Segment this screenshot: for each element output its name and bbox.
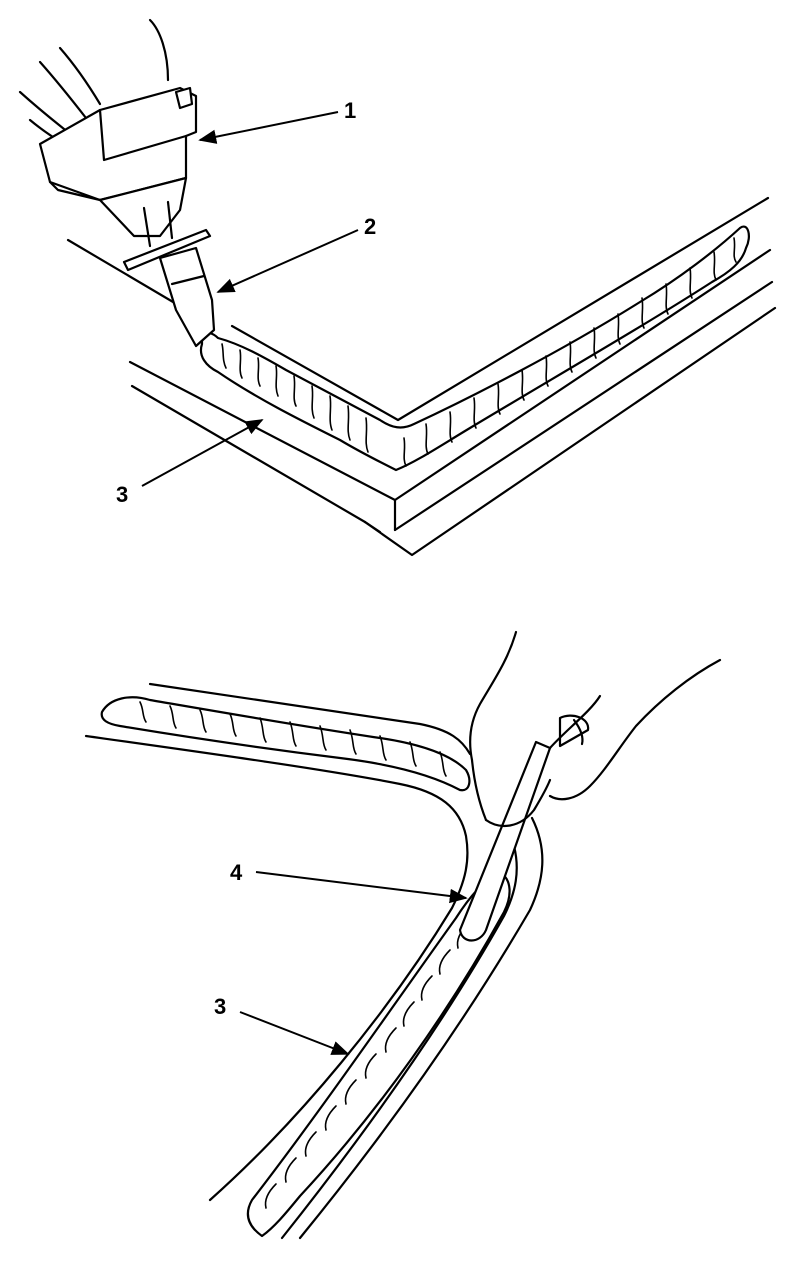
sealant-bead-bottom	[100, 696, 511, 1238]
sealant-gun	[18, 18, 216, 348]
callout-3-top: 3	[116, 419, 264, 507]
tooling-stick	[458, 714, 590, 942]
callout-2-label: 2	[364, 214, 376, 239]
hand	[469, 630, 722, 828]
callout-2: 2	[216, 214, 376, 293]
top-view: 1 2 3	[18, 18, 777, 557]
callout-3-top-label: 3	[116, 482, 128, 507]
bottom-panel-edges	[84, 682, 544, 1240]
callout-3-bottom-label: 3	[214, 994, 226, 1019]
callout-4: 4	[230, 860, 468, 904]
panel-edges	[66, 196, 777, 557]
callout-1: 1	[198, 98, 356, 144]
sealant-bead-top	[199, 225, 750, 472]
bottom-view: 4 3	[84, 630, 722, 1240]
callout-3-bottom: 3	[214, 994, 350, 1055]
callout-4-label: 4	[230, 860, 243, 885]
callout-1-label: 1	[344, 98, 356, 123]
